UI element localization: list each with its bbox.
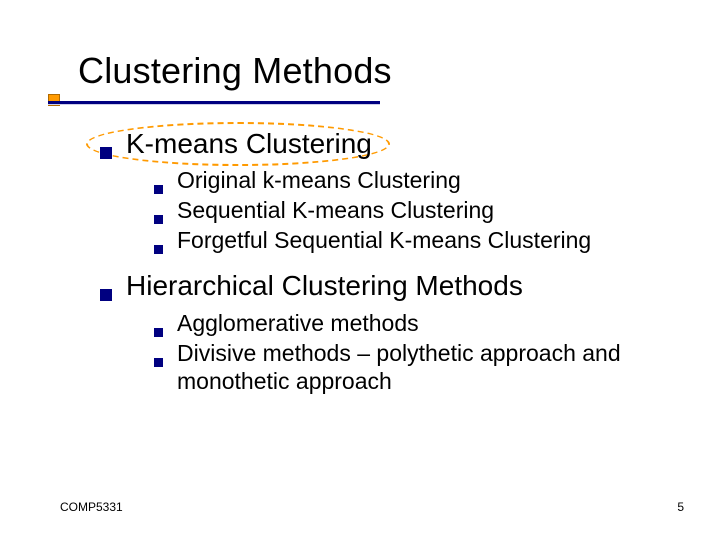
lvl2-label: Original k-means Clustering	[177, 166, 461, 194]
square-bullet-icon	[154, 185, 163, 194]
lvl2-label: Divisive methods – polythetic approach a…	[177, 339, 660, 395]
list-item: Agglomerative methods	[154, 309, 660, 337]
list-item: Sequential K-means Clustering	[154, 196, 660, 224]
lvl2-label: Sequential K-means Clustering	[177, 196, 494, 224]
slide: Clustering Methods K-means Clustering Or…	[0, 0, 720, 540]
square-bullet-icon	[154, 358, 163, 367]
footer-course-code: COMP5331	[60, 500, 123, 514]
lvl1-label: K-means Clustering	[126, 128, 372, 160]
list-item: K-means Clustering	[100, 128, 660, 160]
square-bullet-icon	[100, 147, 112, 159]
square-bullet-icon	[154, 245, 163, 254]
sublist: Agglomerative methods Divisive methods –…	[154, 309, 660, 395]
list-item: Hierarchical Clustering Methods	[100, 270, 660, 302]
lvl2-label: Forgetful Sequential K-means Clustering	[177, 226, 591, 254]
sublist: Original k-means Clustering Sequential K…	[154, 166, 660, 254]
slide-body: K-means Clustering Original k-means Clus…	[100, 128, 660, 411]
title-wrap: Clustering Methods	[78, 50, 392, 92]
square-bullet-icon	[154, 328, 163, 337]
lvl2-label: Agglomerative methods	[177, 309, 419, 337]
footer-page-number: 5	[677, 500, 684, 514]
lvl1-label: Hierarchical Clustering Methods	[126, 270, 523, 302]
square-bullet-icon	[154, 215, 163, 224]
title-underline-thin	[48, 104, 380, 105]
title-underline	[48, 101, 380, 105]
list-item: Original k-means Clustering	[154, 166, 660, 194]
list-item: Divisive methods – polythetic approach a…	[154, 339, 660, 395]
slide-title: Clustering Methods	[78, 50, 392, 92]
square-bullet-icon	[100, 289, 112, 301]
list-item: Forgetful Sequential K-means Clustering	[154, 226, 660, 254]
